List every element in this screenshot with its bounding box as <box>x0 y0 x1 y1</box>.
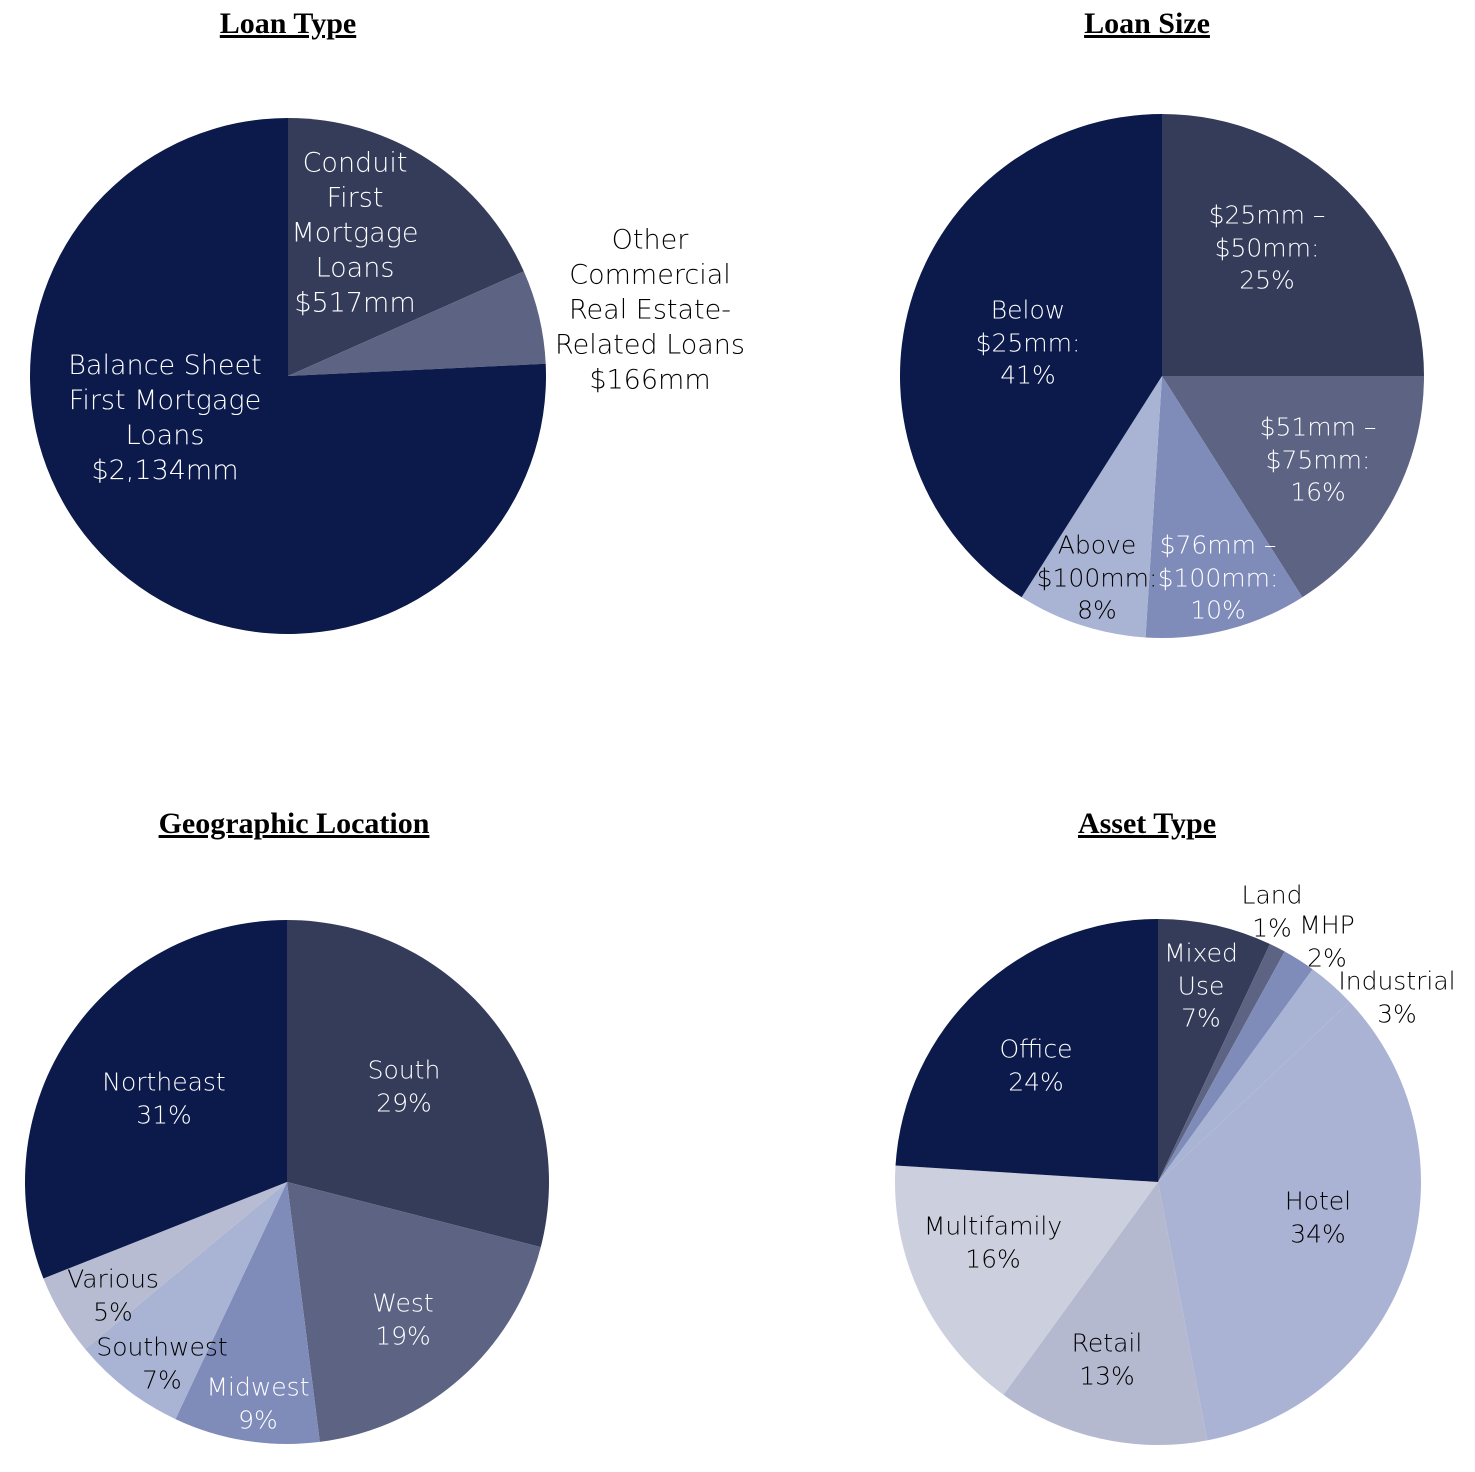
slice-label: Land 1% <box>1227 880 1317 945</box>
pie-slice <box>288 118 524 376</box>
pie-slice <box>85 1182 287 1420</box>
value-label: 24% <box>1008 1067 1064 1096</box>
value-label: 13% <box>1079 1361 1135 1390</box>
category-label: $25mm – $50mm: <box>1208 200 1326 262</box>
pie-slice <box>287 920 549 1248</box>
slice-label: Above $100mm: 8% <box>1035 529 1160 627</box>
pie-slice <box>1158 919 1270 1182</box>
slice-label: Office 24% <box>961 1034 1111 1099</box>
value-label: 19% <box>375 1321 431 1350</box>
value-label: 7% <box>1181 1003 1221 1033</box>
pie-slice <box>1158 969 1350 1182</box>
category-label: $76mm – $100mm: <box>1157 530 1279 592</box>
slice-label: Midwest 9% <box>178 1372 338 1437</box>
category-label: Mixed Use <box>1164 938 1238 1000</box>
pie-slice <box>1162 376 1424 598</box>
chart-title: Loan Type <box>219 7 357 40</box>
value-label: 9% <box>238 1405 278 1434</box>
chart-title: Asset Type <box>1077 807 1217 840</box>
value-label: 34% <box>1290 1219 1346 1248</box>
pie-slice <box>175 1182 320 1444</box>
slice-label: Northeast 31% <box>84 1067 244 1132</box>
slice-label: Southwest 7% <box>82 1332 242 1397</box>
slice-label: Industrial 3% <box>1322 966 1472 1031</box>
slice-label: $51mm – $75mm: 16% <box>1253 411 1383 509</box>
category-label: Midwest <box>206 1372 310 1402</box>
value-label: $166mm <box>589 364 711 396</box>
pie-slice <box>1145 376 1303 639</box>
pie-slice <box>25 920 287 1279</box>
category-label: Below $25mm: <box>975 295 1081 357</box>
value-label: 7% <box>142 1365 182 1394</box>
category-label: Retail <box>1071 1328 1143 1358</box>
value-label: 1% <box>1252 913 1292 942</box>
pie-slice <box>1158 944 1285 1182</box>
pie-slice <box>288 271 546 376</box>
value-label: 10% <box>1190 595 1246 625</box>
value-label: 31% <box>136 1100 192 1129</box>
category-label: South <box>367 1055 441 1085</box>
slice-label: Other Commercial Real Estate-Related Loa… <box>548 222 753 397</box>
pie-slice <box>1158 1001 1421 1441</box>
pie-slice <box>1021 376 1162 638</box>
slice-label: Mixed Use 7% <box>1151 937 1251 1035</box>
slice-label: Below $25mm: 41% <box>968 294 1088 392</box>
slice-label: MHP 2% <box>1287 910 1367 975</box>
slice-label: West 19% <box>323 1288 483 1353</box>
slice-label: Multifamily 16% <box>913 1211 1073 1276</box>
category-label: Southwest <box>96 1332 228 1362</box>
value-label: 2% <box>1307 943 1347 972</box>
category-label: Office <box>999 1034 1073 1064</box>
slice-label: Various 5% <box>33 1264 193 1329</box>
value-label: $517mm <box>294 287 416 319</box>
value-label: 25% <box>1239 265 1295 295</box>
value-label: 3% <box>1377 999 1417 1028</box>
category-label: Multifamily <box>923 1211 1063 1241</box>
category-label: MHP <box>1299 910 1355 940</box>
category-label: Various <box>67 1264 159 1294</box>
category-label: Hotel <box>1284 1186 1352 1216</box>
slice-label: Balance Sheet First Mortgage Loans $2,134… <box>53 348 278 488</box>
category-label: Industrial <box>1338 966 1456 996</box>
category-label: $51mm – $75mm: <box>1259 412 1377 474</box>
pie-slice <box>1158 951 1313 1182</box>
category-label: Land <box>1241 880 1303 910</box>
category-label: Above $100mm: <box>1036 530 1158 592</box>
category-label: Conduit First Mortgage Loans <box>291 147 419 284</box>
slice-label: Retail 13% <box>1032 1328 1182 1393</box>
pie-slice <box>287 1182 541 1442</box>
slice-label: Conduit First Mortgage Loans $517mm <box>280 145 430 320</box>
pie-slice <box>1162 114 1424 376</box>
category-label: West <box>372 1288 434 1318</box>
value-label: 29% <box>376 1088 432 1117</box>
chart-title: Loan Size <box>1084 7 1210 40</box>
category-label: Other Commercial Real Estate-Related Loa… <box>555 224 745 361</box>
slice-label: $25mm – $50mm: 25% <box>1197 199 1337 297</box>
value-label: 8% <box>1077 595 1117 625</box>
chart-title: Geographic Location <box>158 807 430 840</box>
pie-slice <box>895 919 1158 1182</box>
slice-label: $76mm – $100mm: 10% <box>1153 529 1283 627</box>
value-label: $2,134mm <box>91 455 239 487</box>
pie-slice <box>43 1182 287 1350</box>
value-label: 5% <box>93 1297 133 1326</box>
pie-slice <box>899 114 1162 598</box>
slice-label: Hotel 34% <box>1243 1186 1393 1251</box>
slice-label: South 29% <box>324 1055 484 1120</box>
pie-slice <box>895 1165 1158 1395</box>
value-label: 16% <box>965 1244 1021 1273</box>
pie-slice <box>1003 1182 1208 1445</box>
category-label: Northeast <box>102 1067 226 1097</box>
value-label: 41% <box>1000 360 1056 390</box>
value-label: 16% <box>1290 477 1346 507</box>
category-label: Balance Sheet First Mortgage Loans <box>68 349 262 451</box>
pie-slice <box>30 118 546 635</box>
